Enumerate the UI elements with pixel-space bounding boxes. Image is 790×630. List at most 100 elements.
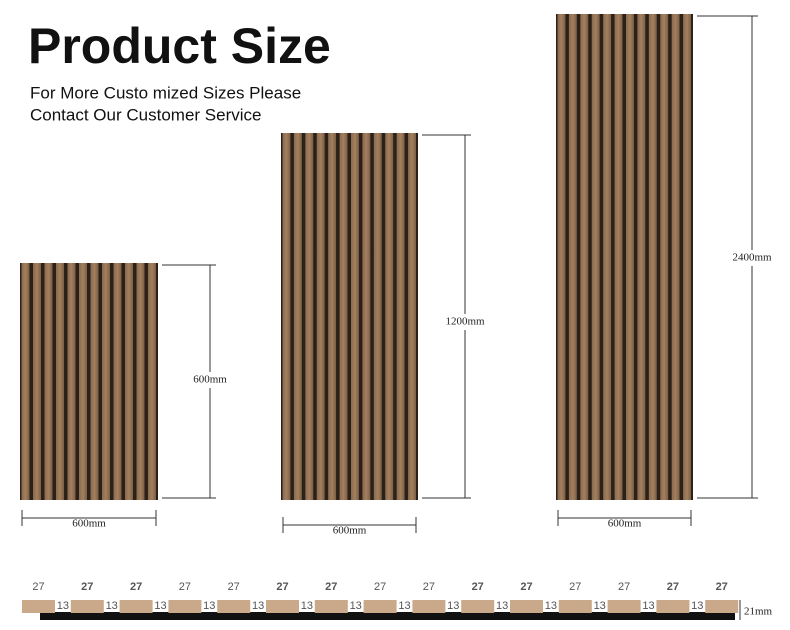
gap-width-label: 13 xyxy=(203,600,215,612)
slat xyxy=(603,14,612,500)
slat xyxy=(671,14,680,500)
slat xyxy=(125,263,133,500)
title: Product Size xyxy=(28,18,331,74)
slat xyxy=(614,14,623,500)
slat xyxy=(113,263,122,500)
gap-width-label: 13 xyxy=(398,600,410,612)
slat xyxy=(637,14,646,500)
subtitle: For More Custo mized Sizes Please xyxy=(30,83,301,102)
profile-slat xyxy=(314,600,348,613)
slat xyxy=(339,133,348,500)
profile-slat xyxy=(363,600,397,613)
profile-slat xyxy=(217,600,251,613)
gap-width-label: 13 xyxy=(301,600,313,612)
gap-width-label: 13 xyxy=(106,600,118,612)
slat xyxy=(362,133,371,500)
slat xyxy=(568,14,577,500)
slat xyxy=(282,133,291,500)
slat-width-label: 27 xyxy=(569,581,581,593)
slat-width-label: 27 xyxy=(228,581,240,593)
label-bg xyxy=(443,314,487,330)
slat xyxy=(293,133,302,500)
panel-backing xyxy=(556,14,693,500)
slat xyxy=(316,133,325,500)
profile-slat xyxy=(119,600,153,613)
profile: 27 27 27 27 27 27 27 27 27 27 27 27 27 27 27 13 13 13 13 13… xyxy=(22,581,773,620)
panels: 600mm 600mm 1200mm 600mm 2400mm 600mm xyxy=(20,14,774,537)
profile-slat xyxy=(412,600,446,613)
gap-width-label: 13 xyxy=(594,600,606,612)
slat xyxy=(44,263,53,500)
slat-width-label: 27 xyxy=(667,581,679,593)
slat xyxy=(660,14,669,500)
profile-slat xyxy=(70,600,104,613)
gap-width-label: 13 xyxy=(57,600,69,612)
panel-backing xyxy=(281,133,418,500)
backing-felt xyxy=(40,612,735,620)
slat xyxy=(557,14,566,500)
thickness-label: 21mm xyxy=(744,606,773,618)
slat xyxy=(626,14,634,500)
gap-width-label: 13 xyxy=(350,600,362,612)
profile-slat xyxy=(168,600,202,613)
slat xyxy=(648,14,657,500)
profile-slat xyxy=(656,600,690,613)
slat xyxy=(305,133,314,500)
slat xyxy=(396,133,405,500)
profile-slat xyxy=(607,600,641,613)
slat xyxy=(351,133,359,500)
slat-width-label: 27 xyxy=(81,581,93,593)
gap-width-label: 13 xyxy=(545,600,557,612)
gap-width-label: 13 xyxy=(154,600,166,612)
gap-width-label: 13 xyxy=(642,600,654,612)
slat-width-label: 27 xyxy=(520,581,532,593)
slat xyxy=(33,263,41,500)
slat xyxy=(56,263,64,500)
profile-slat xyxy=(22,600,55,613)
slat-width-label: 27 xyxy=(325,581,337,593)
label-bg xyxy=(188,372,232,388)
profile-slat xyxy=(705,600,739,613)
height-label: 1200mm xyxy=(445,316,485,328)
slat xyxy=(136,263,145,500)
slat xyxy=(102,263,110,500)
width-label: 600mm xyxy=(608,518,642,530)
slat-width-label: 27 xyxy=(472,581,484,593)
slat-width-label: 27 xyxy=(716,581,728,593)
label-bg xyxy=(730,250,774,266)
slat-width-label: 27 xyxy=(618,581,630,593)
slat xyxy=(580,14,589,500)
height-label: 600mm xyxy=(193,374,227,386)
width-label: 600mm xyxy=(333,525,367,537)
profile-slat xyxy=(266,600,299,613)
height-label: 2400mm xyxy=(732,252,772,264)
gap-width-label: 13 xyxy=(447,600,459,612)
slat-width-label: 27 xyxy=(374,581,386,593)
profile-slat xyxy=(510,600,543,613)
slat xyxy=(79,263,87,500)
panel-backing xyxy=(20,263,158,500)
slat xyxy=(408,133,416,500)
subtitle: Contact Our Customer Service xyxy=(30,105,261,124)
slat xyxy=(67,263,76,500)
slat xyxy=(90,263,99,500)
slat xyxy=(328,133,337,500)
gap-width-label: 13 xyxy=(252,600,264,612)
slat xyxy=(21,263,30,500)
width-label: 600mm xyxy=(72,518,106,530)
slat-width-label: 27 xyxy=(276,581,288,593)
gap-width-label: 13 xyxy=(496,600,508,612)
gap-width-label: 13 xyxy=(691,600,703,612)
slat xyxy=(591,14,600,500)
slat xyxy=(385,133,394,500)
slat xyxy=(683,14,691,500)
slat-width-label: 27 xyxy=(423,581,435,593)
slat-width-label: 27 xyxy=(130,581,142,593)
slat xyxy=(148,263,156,500)
slat-width-label: 27 xyxy=(179,581,191,593)
slat-width-label: 27 xyxy=(32,581,44,593)
slat xyxy=(373,133,382,500)
profile-slat xyxy=(558,600,592,613)
profile-slat xyxy=(461,600,495,613)
